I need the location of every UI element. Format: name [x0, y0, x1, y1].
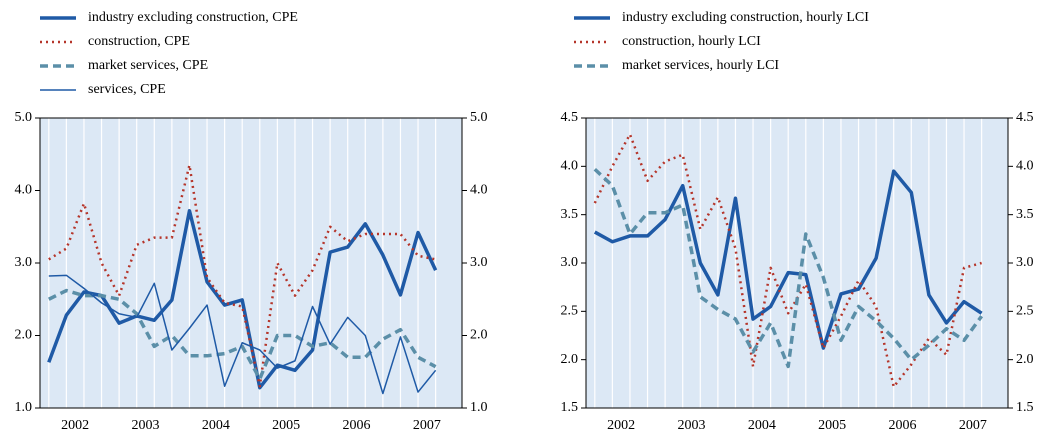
- legend-label: construction, hourly LCI: [622, 34, 761, 49]
- x-tick-label: 2007: [413, 418, 441, 433]
- series-line: [593, 169, 983, 350]
- x-tick-label: 2003: [132, 418, 160, 433]
- legend-label: industry excluding construction, hourly …: [622, 10, 869, 25]
- y-tick-label: 4.0: [15, 183, 33, 198]
- series-line: [593, 133, 982, 388]
- x-tick-label: 2005: [818, 418, 846, 433]
- y-tick-label: 3.0: [561, 255, 579, 270]
- y-tick-label: 4.5: [561, 110, 579, 125]
- y-tick-label: 5.0: [15, 110, 33, 125]
- y-tick-label: 3.5: [561, 207, 579, 222]
- legend-label: construction, CPE: [88, 34, 190, 49]
- y2-tick-label: 4.5: [1016, 110, 1034, 125]
- y2-tick-label: 3.0: [1016, 255, 1034, 270]
- y2-tick-label: 3.0: [470, 255, 488, 270]
- x-tick-label: 2003: [678, 418, 706, 433]
- y2-tick-label: 2.5: [1016, 304, 1034, 319]
- legend-label: market services, hourly LCI: [622, 58, 779, 73]
- y-tick-label: 2.0: [561, 352, 579, 367]
- y2-tick-label: 2.0: [470, 328, 488, 343]
- series-line: [48, 288, 437, 381]
- y2-tick-label: 4.0: [470, 183, 488, 198]
- plot-border: [585, 117, 1009, 409]
- legend-label: industry excluding construction, CPE: [88, 10, 298, 25]
- x-tick-label: 2006: [889, 418, 917, 433]
- legend-label: market services, CPE: [88, 58, 208, 73]
- x-tick-label: 2005: [272, 418, 300, 433]
- x-tick-label: 2004: [748, 418, 776, 433]
- legend-label: services, CPE: [88, 82, 166, 97]
- y2-tick-label: 4.0: [1016, 159, 1034, 174]
- y2-tick-label: 1.5: [1016, 400, 1034, 415]
- x-tick-label: 2006: [343, 418, 371, 433]
- x-tick-label: 2007: [959, 418, 987, 433]
- y2-tick-label: 2.0: [1016, 352, 1034, 367]
- plot-area: [586, 118, 1008, 408]
- series-line: [593, 167, 984, 369]
- y2-tick-label: 1.0: [470, 400, 488, 415]
- y-tick-label: 3.0: [15, 255, 33, 270]
- series-line: [48, 163, 436, 388]
- y2-tick-label: 3.5: [1016, 207, 1034, 222]
- y-tick-label: 1.5: [561, 400, 579, 415]
- y-tick-label: 2.0: [15, 328, 33, 343]
- y2-tick-label: 5.0: [470, 110, 488, 125]
- y-tick-label: 2.5: [561, 304, 579, 319]
- plot-area: [40, 118, 462, 408]
- y-tick-label: 4.0: [561, 159, 579, 174]
- y-tick-label: 1.0: [15, 400, 33, 415]
- plot-border: [39, 117, 463, 409]
- x-tick-label: 2002: [61, 418, 89, 433]
- x-tick-label: 2002: [607, 418, 635, 433]
- series-line: [48, 274, 437, 395]
- x-tick-label: 2004: [202, 418, 230, 433]
